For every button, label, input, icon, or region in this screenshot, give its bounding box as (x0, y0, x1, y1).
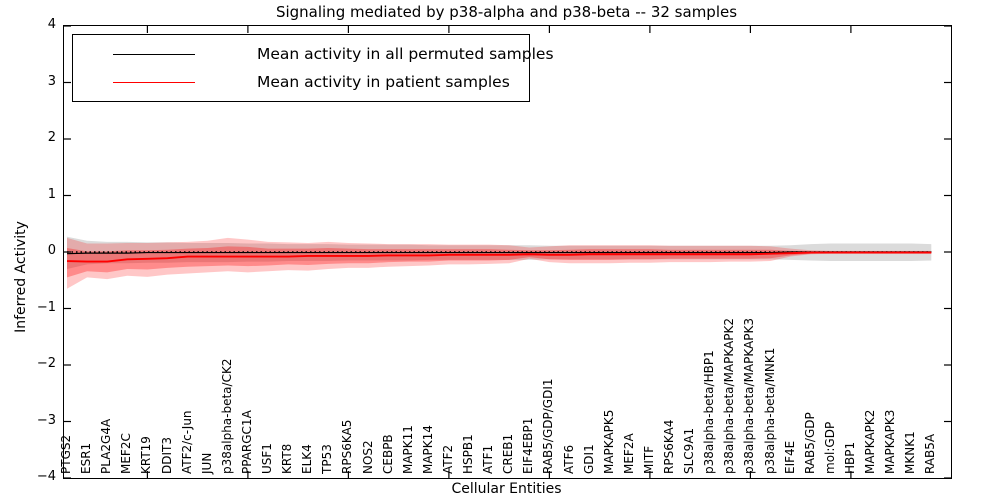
x-category-label: CREB1 (501, 433, 516, 474)
x-category-label: HSPB1 (461, 434, 475, 474)
patient-samples-outer-range-band (67, 237, 932, 289)
x-category-label: MAPKAPK3 (883, 409, 898, 474)
y-tick-label: −1 (36, 299, 56, 315)
legend-item: Mean activity in all permuted samples (73, 40, 554, 68)
x-category-label: MKNK1 (903, 431, 918, 474)
x-category-label: NOS2 (360, 440, 375, 474)
y-tick-label: 0 (47, 243, 56, 258)
x-category-label: p38alpha-beta/MAPKAPK2 (722, 318, 737, 474)
x-axis-title: Cellular Entities (451, 481, 562, 497)
legend-item-label: Mean activity in patient samples (257, 73, 510, 91)
x-category-label: DDIT3 (159, 437, 174, 474)
x-category-label: MEF2A (621, 433, 636, 474)
x-category-label: EIF4E (782, 440, 797, 474)
x-category-label: p38alpha-beta/MAPKAPK3 (742, 318, 757, 474)
y-tick-label: 2 (47, 130, 56, 145)
x-category-label: RPS6KA4 (662, 419, 676, 474)
y-tick-label: −2 (36, 356, 56, 371)
chart-title: Signaling mediated by p38-alpha and p38-… (275, 3, 738, 21)
x-category-label: RPS6KA5 (340, 419, 355, 474)
x-category-label: TP53 (320, 444, 335, 474)
x-category-label: MEF2C (119, 433, 134, 474)
x-category-label: MITF (641, 445, 656, 474)
legend: Mean activity in all permuted samples Mea… (72, 34, 554, 102)
y-tick-label: 3 (47, 73, 56, 89)
x-category-label: RAB5/GDP (802, 412, 817, 474)
x-category-label: PLA2G4A (99, 418, 114, 474)
x-category-label: KRT19 (139, 436, 154, 474)
legend-item: Mean activity in patient samples (73, 68, 529, 96)
x-category-label: USF1 (260, 443, 274, 474)
x-category-label: JUN (199, 452, 214, 474)
x-category-label: MAPK11 (400, 425, 415, 474)
x-category-label: ESR1 (79, 442, 94, 474)
y-tick-label: −4 (36, 469, 56, 484)
x-category-label: RAB5/GDP/GDI1 (541, 378, 556, 474)
x-category-label: MAPK14 (420, 425, 435, 474)
x-category-label: MAPKAPK2 (863, 409, 877, 474)
x-category-label: p38alpha-beta/HBP1 (702, 350, 717, 474)
x-category-label: ATF6 (561, 444, 576, 474)
x-category-label: CEBPB (380, 434, 395, 474)
permuted-mean-line (66, 251, 932, 255)
x-category-label: ATF2/c-Jun (179, 410, 194, 474)
plot-area: Inferred Activity Mean activity in all p… (13, 25, 952, 479)
x-category-label: ATF2 (440, 444, 455, 474)
x-category-label: PPARGC1A (239, 410, 254, 474)
x-category-label: p38alpha-beta/CK2 (219, 358, 234, 474)
legend-line-sample-icon (113, 81, 195, 83)
x-category-label: mol:GDP (822, 421, 837, 474)
plot-canvas (64, 26, 951, 478)
x-category-label: KRT8 (280, 443, 295, 474)
x-category-label: RAB5A (923, 433, 938, 474)
legend-item-label: Mean activity in all permuted samples (257, 45, 554, 63)
x-category-label: ATF1 (481, 444, 496, 474)
x-category-label: HBP1 (842, 441, 857, 474)
x-category-label: SLC9A1 (682, 427, 697, 474)
x-category-label: ELK4 (300, 444, 315, 474)
patient-mean-line (66, 251, 932, 263)
y-tick-label: −3 (36, 412, 56, 428)
x-category-label: MAPKAPK5 (601, 409, 616, 474)
x-category-label: EIF4EBP1 (521, 417, 536, 474)
legend-line-sample-icon (113, 53, 195, 55)
y-tick-label: 4 (47, 17, 56, 32)
x-category-label: p38alpha-beta/MNK1 (762, 347, 777, 474)
x-category-label: GDI1 (581, 444, 596, 474)
y-tick-label: 1 (47, 186, 56, 202)
x-category-label: PTGS2 (59, 434, 73, 474)
